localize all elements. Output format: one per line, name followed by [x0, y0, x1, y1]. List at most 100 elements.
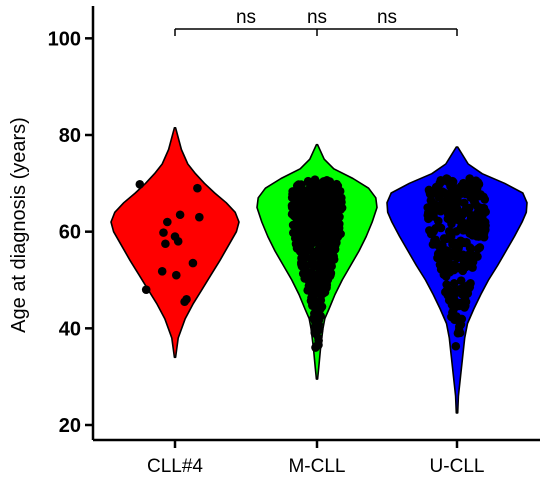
data-point: [325, 258, 334, 267]
data-point: [159, 228, 168, 237]
data-point: [434, 192, 443, 202]
data-point: [455, 284, 465, 294]
data-point: [454, 263, 464, 272]
data-point: [135, 180, 145, 189]
data-point: [309, 190, 319, 200]
data-point: [431, 239, 440, 249]
data-point: [157, 267, 167, 276]
data-point: [424, 185, 434, 195]
data-point: [305, 286, 315, 296]
data-point: [479, 228, 489, 237]
data-point: [453, 194, 462, 203]
data-point: [453, 244, 462, 253]
data-point: [300, 270, 309, 279]
data-point: [326, 268, 336, 278]
data-point: [432, 206, 442, 215]
data-point: [319, 201, 329, 211]
data-point: [175, 210, 185, 220]
data-point: [307, 270, 317, 279]
data-point: [431, 182, 441, 192]
data-point: [332, 179, 341, 189]
data-point: [163, 217, 172, 227]
data-point: [171, 270, 181, 280]
data-point: [300, 253, 310, 263]
data-point: [468, 251, 478, 260]
data-point: [319, 192, 329, 202]
data-point: [300, 260, 309, 270]
data-point: [304, 276, 314, 286]
y-tick-label: 60: [59, 222, 81, 244]
data-point: [459, 198, 469, 208]
data-point: [469, 191, 479, 201]
data-point: [323, 184, 333, 194]
data-point: [303, 176, 313, 186]
data-point: [288, 209, 297, 219]
data-point: [456, 236, 466, 246]
data-point: [316, 284, 325, 293]
data-point: [446, 264, 456, 273]
y-tick-label: 40: [59, 318, 81, 340]
data-point: [479, 192, 488, 202]
data-point: [311, 176, 320, 186]
data-point: [302, 232, 311, 241]
data-point: [469, 220, 479, 229]
data-point: [288, 187, 297, 196]
data-point: [335, 212, 344, 222]
y-tick-label: 100: [48, 28, 81, 50]
data-point: [315, 252, 324, 262]
y-axis-label: Age at diagnosis (years): [8, 117, 30, 333]
data-point: [460, 303, 469, 312]
data-point: [316, 311, 326, 321]
data-point: [443, 284, 452, 294]
data-point: [322, 176, 332, 185]
data-point: [315, 264, 324, 273]
data-point: [473, 244, 483, 254]
data-point: [456, 276, 466, 285]
data-point: [292, 244, 302, 253]
data-point: [443, 193, 453, 203]
data-point: [331, 236, 341, 246]
data-point: [336, 205, 346, 214]
data-point: [313, 212, 323, 222]
data-point: [457, 181, 466, 191]
y-tick-label: 20: [59, 415, 81, 437]
data-point: [316, 295, 326, 305]
data-point: [465, 174, 475, 183]
data-point: [425, 203, 435, 213]
y-axis-ticks: 20 40 60 80 100: [48, 28, 93, 437]
data-point: [305, 183, 315, 193]
data-point: [313, 245, 323, 255]
data-point: [446, 231, 456, 241]
data-point: [173, 237, 183, 246]
data-point: [311, 206, 320, 215]
data-point: [479, 221, 489, 231]
data-point: [322, 238, 332, 248]
significance-label: ns: [307, 7, 327, 28]
data-point: [322, 280, 332, 290]
data-point: [438, 240, 447, 250]
data-point: [306, 217, 316, 227]
data-point: [315, 325, 324, 335]
data-point: [438, 200, 448, 210]
data-point: [331, 198, 341, 207]
data-point: [457, 314, 467, 324]
data-point: [334, 223, 344, 233]
data-point: [449, 279, 459, 288]
data-point: [180, 297, 189, 307]
x-tick-label: U-CLL: [430, 456, 485, 477]
data-point: [310, 303, 320, 312]
data-point: [161, 239, 170, 249]
data-point: [141, 285, 151, 294]
data-point: [425, 226, 434, 235]
data-point: [458, 210, 467, 220]
data-point: [438, 264, 447, 273]
x-axis-ticks: CLL#4 M-CLL U-CLL: [147, 440, 484, 477]
data-point: [451, 341, 461, 351]
data-point: [309, 313, 318, 323]
data-point: [466, 279, 475, 288]
data-point: [295, 221, 305, 231]
data-point: [450, 295, 459, 305]
x-tick-label: M-CLL: [288, 456, 345, 477]
data-point: [453, 328, 463, 338]
